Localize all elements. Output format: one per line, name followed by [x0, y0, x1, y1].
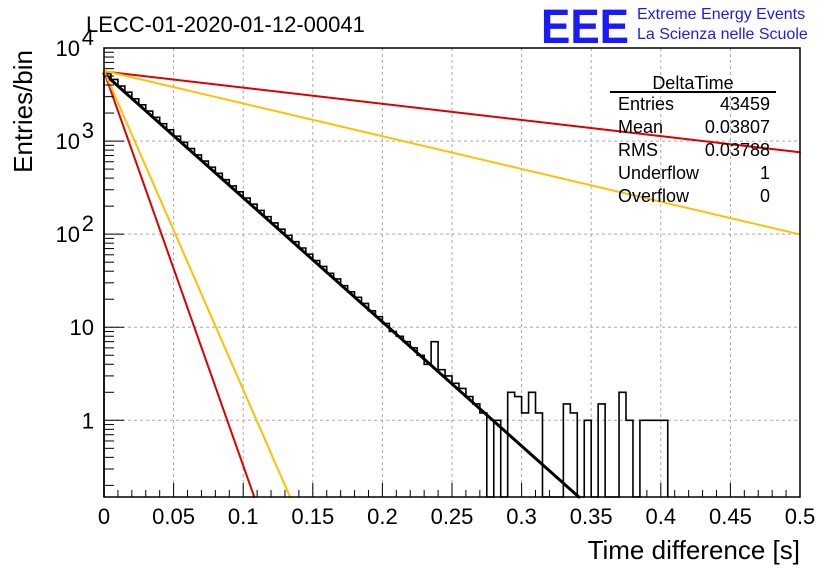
stats-value: 0 — [760, 186, 770, 206]
x-tick-label: 0.05 — [152, 504, 195, 529]
y-tick-label: 10 — [56, 129, 80, 154]
x-tick-label: 0.3 — [506, 504, 537, 529]
x-axis-title: Time difference [s] — [588, 535, 800, 565]
stats-label: Overflow — [618, 186, 690, 206]
x-tick-label: 0.25 — [431, 504, 474, 529]
stats-label: RMS — [618, 140, 658, 160]
chart-title: LECC-01-2020-01-12-00041 — [86, 12, 365, 37]
stats-value: 0.03788 — [705, 140, 770, 160]
x-tick-label: 0.45 — [709, 504, 752, 529]
y-tick-label: 1 — [82, 408, 94, 433]
eee-logo: EEE Extreme Energy Events La Scienza nel… — [541, 1, 808, 54]
stats-value: 1 — [760, 163, 770, 183]
x-tick-label: 0.35 — [570, 504, 613, 529]
x-tick-label: 0.4 — [646, 504, 677, 529]
y-tick-exponent: 2 — [82, 211, 94, 236]
stats-label: Underflow — [618, 163, 700, 183]
x-tick-label: 0.1 — [228, 504, 259, 529]
x-tick-label: 0 — [98, 504, 110, 529]
fit-line — [102, 72, 581, 499]
fit-line — [103, 70, 256, 498]
axis-ticks — [103, 47, 801, 497]
y-tick-exponent: 3 — [82, 118, 94, 143]
x-tick-label: 0.2 — [367, 504, 398, 529]
logo-line-1: Extreme Energy Events — [637, 6, 805, 23]
x-tick-label: 0.5 — [785, 504, 816, 529]
eee-logo-mark: EEE — [541, 1, 629, 54]
y-axis-title: Entries/bin — [8, 50, 38, 173]
stats-box: DeltaTime Entries 43459 Mean 0.03807 RMS 0.03… — [610, 73, 776, 206]
y-tick-label: 10 — [56, 36, 80, 61]
stats-value: 0.03807 — [705, 117, 770, 137]
stats-rows: Entries 43459 Mean 0.03807 RMS 0.03788Underfl… — [618, 94, 770, 206]
stats-value: 43459 — [720, 94, 770, 114]
logo-line-2: La Scienza nelle Scuole — [637, 26, 808, 43]
fit-line — [103, 70, 801, 154]
stats-name: DeltaTime — [652, 73, 733, 93]
y-tick-label: 10 — [56, 222, 80, 247]
stats-label: Mean — [618, 117, 663, 137]
x-tick-label: 0.15 — [291, 504, 334, 529]
y-tick-exponent: 4 — [82, 25, 94, 50]
x-tick-labels: 0 0.05 0.1 0.15 0.2 0.25 0.3 0.35 0.4 0.45 0.5 — [98, 504, 815, 529]
y-tick-label: 10 — [70, 315, 94, 340]
fit-line — [103, 69, 801, 236]
stats-label: Entries — [618, 94, 674, 114]
grid — [104, 48, 800, 497]
fit-line — [103, 69, 292, 498]
fit-curves — [102, 69, 801, 499]
